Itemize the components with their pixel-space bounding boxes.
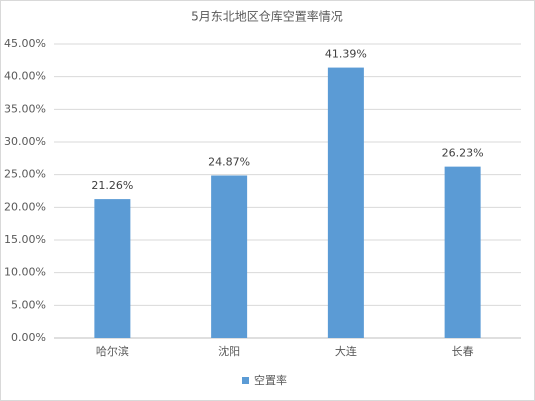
x-tick-label: 大连 [335, 344, 357, 358]
bar [444, 166, 481, 338]
y-tick-label: 30.00% [4, 135, 46, 148]
bar [327, 67, 364, 339]
bar [211, 175, 248, 338]
value-label: 24.87% [208, 156, 250, 169]
x-tick-label: 长春 [452, 345, 474, 358]
value-label: 21.26% [91, 179, 133, 192]
y-tick-label: 15.00% [4, 233, 46, 246]
y-tick-label: 10.00% [4, 266, 46, 279]
bar [94, 199, 131, 338]
y-tick-label: 35.00% [4, 102, 46, 115]
legend-label: 空置率 [254, 373, 287, 387]
y-tick-label: 5.00% [11, 298, 46, 311]
y-tick-label: 40.00% [4, 70, 46, 83]
y-tick-label: 0.00% [11, 331, 46, 344]
y-tick-label: 20.00% [4, 200, 46, 213]
value-label: 41.39% [325, 48, 367, 61]
x-tick-label: 哈尔滨 [96, 344, 129, 358]
chart-title: 5月东北地区仓库空置率情况 [191, 9, 343, 24]
legend-swatch [242, 377, 249, 384]
y-tick-label: 45.00% [4, 37, 46, 50]
y-tick-label: 25.00% [4, 168, 46, 181]
x-tick-label: 沈阳 [218, 344, 240, 358]
value-label: 26.23% [442, 147, 484, 160]
